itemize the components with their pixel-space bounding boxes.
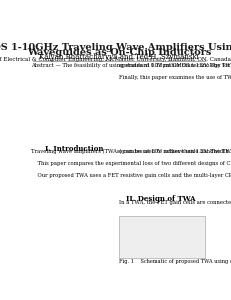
Text: Dept of Electrical & Computer Engineering, McMaster University, Hamilton, ON, Ca: Dept of Electrical & Computer Engineerin… <box>0 57 231 62</box>
Text: 1.2V CMOS 1-10GHz Traveling Wave Amplifiers Using Coplanar: 1.2V CMOS 1-10GHz Traveling Wave Amplifi… <box>0 44 231 52</box>
Text: II. Design of TWA: II. Design of TWA <box>126 195 195 203</box>
Text: Traveling wave amplifiers (TWAs) can be used to achieve wide bandwidth for high : Traveling wave amplifiers (TWAs) can be … <box>31 149 231 178</box>
Text: operates at 10V rather than 1.2V. The TWA of [2] uses single transistor gain cel: operates at 10V rather than 1.2V. The TW… <box>119 63 231 80</box>
Text: Kalyan Bhattacharyya and Ted H. Szymanski: Kalyan Bhattacharyya and Ted H. Szymansk… <box>39 53 198 61</box>
Text: I. Introduction: I. Introduction <box>45 145 103 153</box>
Text: Waveguides as On-Chip Inductors: Waveguides as On-Chip Inductors <box>27 48 210 57</box>
Text: Fig. 1    Schematic of proposed TWA using cascodes: Fig. 1 Schematic of proposed TWA using c… <box>119 259 231 264</box>
FancyBboxPatch shape <box>119 216 204 258</box>
Text: Abstract — The feasibility of using standard 0.18μm CMOS technology for low cost: Abstract — The feasibility of using stan… <box>31 63 231 68</box>
Text: In a TWA, the FET gain cells are connected with series: In a TWA, the FET gain cells are connect… <box>119 200 231 205</box>
Text: operates at 10V rather than 1.2V. The TWA of [2] uses single transistor gain cel: operates at 10V rather than 1.2V. The TW… <box>119 149 231 154</box>
